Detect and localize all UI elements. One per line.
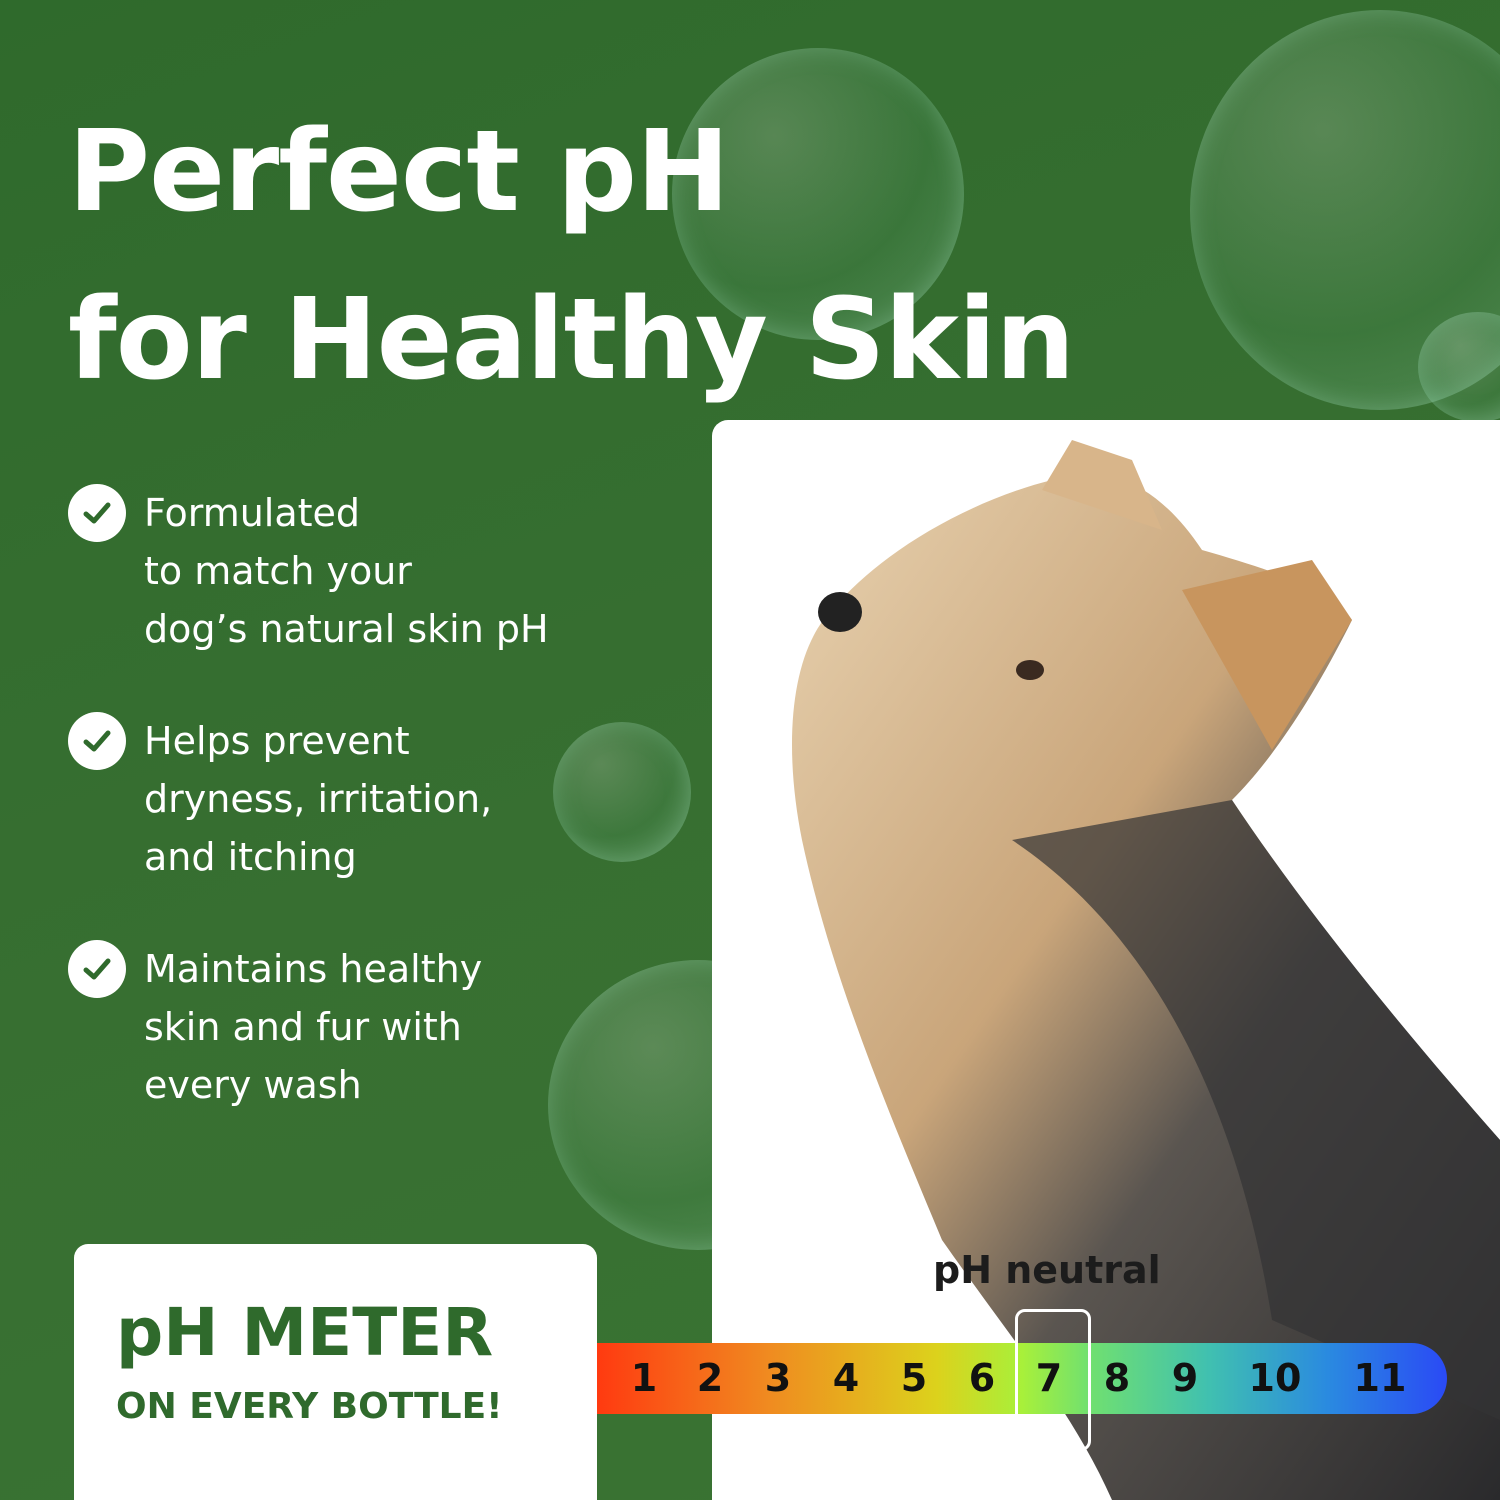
bubble-decoration: [672, 48, 964, 340]
benefit-text: Maintains healthy skin and fur with ever…: [144, 947, 483, 1107]
ph-tick: 9: [1171, 1356, 1199, 1400]
check-circle-icon: [68, 712, 126, 770]
ph-tick: 11: [1353, 1356, 1407, 1400]
ph-tick: 6: [968, 1356, 996, 1400]
check-circle-icon: [68, 940, 126, 998]
ph-tick: 5: [900, 1356, 928, 1400]
check-circle-icon: [68, 484, 126, 542]
meter-subtitle: ON EVERY BOTTLE!: [116, 1386, 503, 1427]
ph-tick: 4: [832, 1356, 860, 1400]
benefit-item: Maintains healthy skin and fur with ever…: [68, 940, 628, 1114]
ph-neutral-highlight: [1015, 1309, 1091, 1451]
bubble-decoration: [1190, 10, 1500, 410]
ph-tick: 1: [630, 1356, 658, 1400]
ph-tick: 8: [1103, 1356, 1131, 1400]
ph-tick: 10: [1248, 1356, 1302, 1400]
ph-tick: 3: [764, 1356, 792, 1400]
headline-line-2: for Healthy Skin: [68, 275, 1075, 405]
ph-tick: 2: [696, 1356, 724, 1400]
meter-title: pH METER: [116, 1294, 494, 1371]
ph-tick: 7: [1035, 1356, 1063, 1400]
benefit-text: Formulated to match your dog’s natural s…: [144, 491, 549, 651]
benefit-item: Formulated to match your dog’s natural s…: [68, 484, 628, 658]
benefit-item: Helps prevent dryness, irritation, and i…: [68, 712, 628, 886]
benefit-text: Helps prevent dryness, irritation, and i…: [144, 719, 493, 879]
headline-line-1: Perfect pH: [68, 107, 730, 237]
ph-meter-card: pH METER ON EVERY BOTTLE!: [74, 1244, 597, 1500]
ph-neutral-label: pH neutral: [933, 1248, 1161, 1292]
ph-scale: 1 2 3 4 5 6 7 8 9 10 11: [597, 1343, 1447, 1414]
headline: Perfect pH for Healthy Skin: [68, 88, 1075, 424]
benefit-list: Formulated to match your dog’s natural s…: [68, 484, 628, 1168]
bubble-decoration: [553, 722, 691, 862]
dog-photo: [712, 420, 1500, 1500]
